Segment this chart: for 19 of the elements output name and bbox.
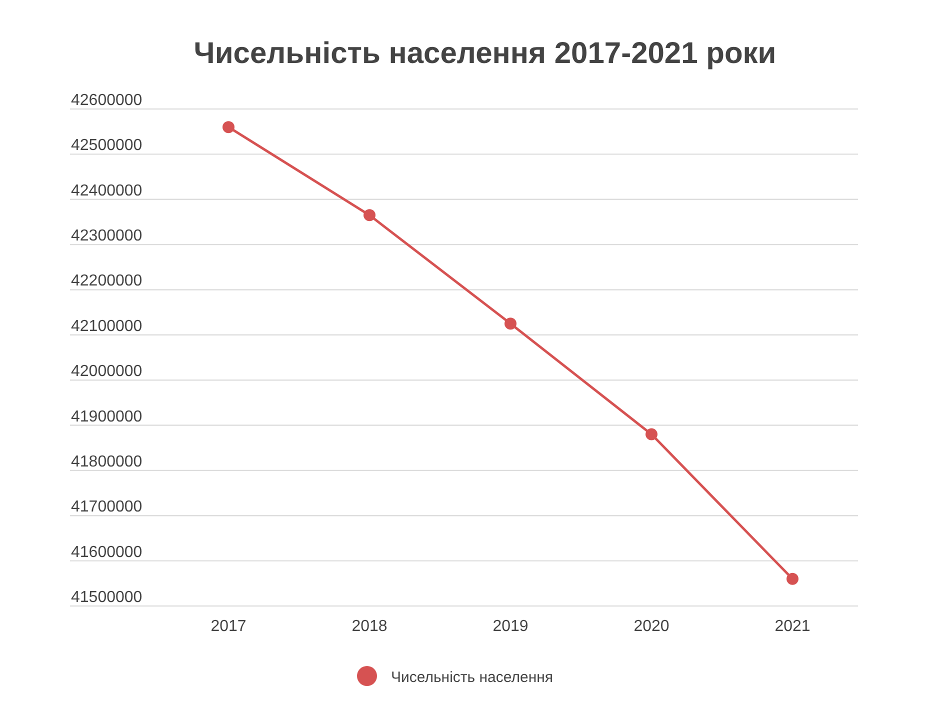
chart-title: Чисельність населення 2017-2021 роки — [194, 37, 776, 70]
y-tick-label: 42200000 — [71, 272, 142, 290]
y-tick-label: 41900000 — [71, 408, 142, 426]
y-tick-label: 41600000 — [71, 544, 142, 561]
legend-label: Чисельність населення — [391, 669, 554, 686]
x-tick-label: 2019 — [492, 618, 528, 635]
y-tick-label: 41500000 — [71, 589, 142, 606]
x-tick-label: 2018 — [352, 618, 388, 635]
x-tick-label: 2020 — [634, 618, 670, 635]
y-tick-label: 42000000 — [71, 363, 142, 380]
y-tick-label: 42400000 — [71, 182, 142, 200]
y-tick-label: 42600000 — [71, 92, 142, 109]
y-tick-label: 41700000 — [71, 498, 142, 516]
y-tick-label: 41800000 — [71, 453, 142, 470]
y-tick-label: 42100000 — [71, 318, 142, 335]
y-tick-label: 42500000 — [71, 137, 142, 154]
y-tick-label: 42300000 — [71, 228, 142, 245]
x-tick-label: 2021 — [774, 618, 810, 635]
x-tick-label: 2017 — [210, 618, 246, 635]
